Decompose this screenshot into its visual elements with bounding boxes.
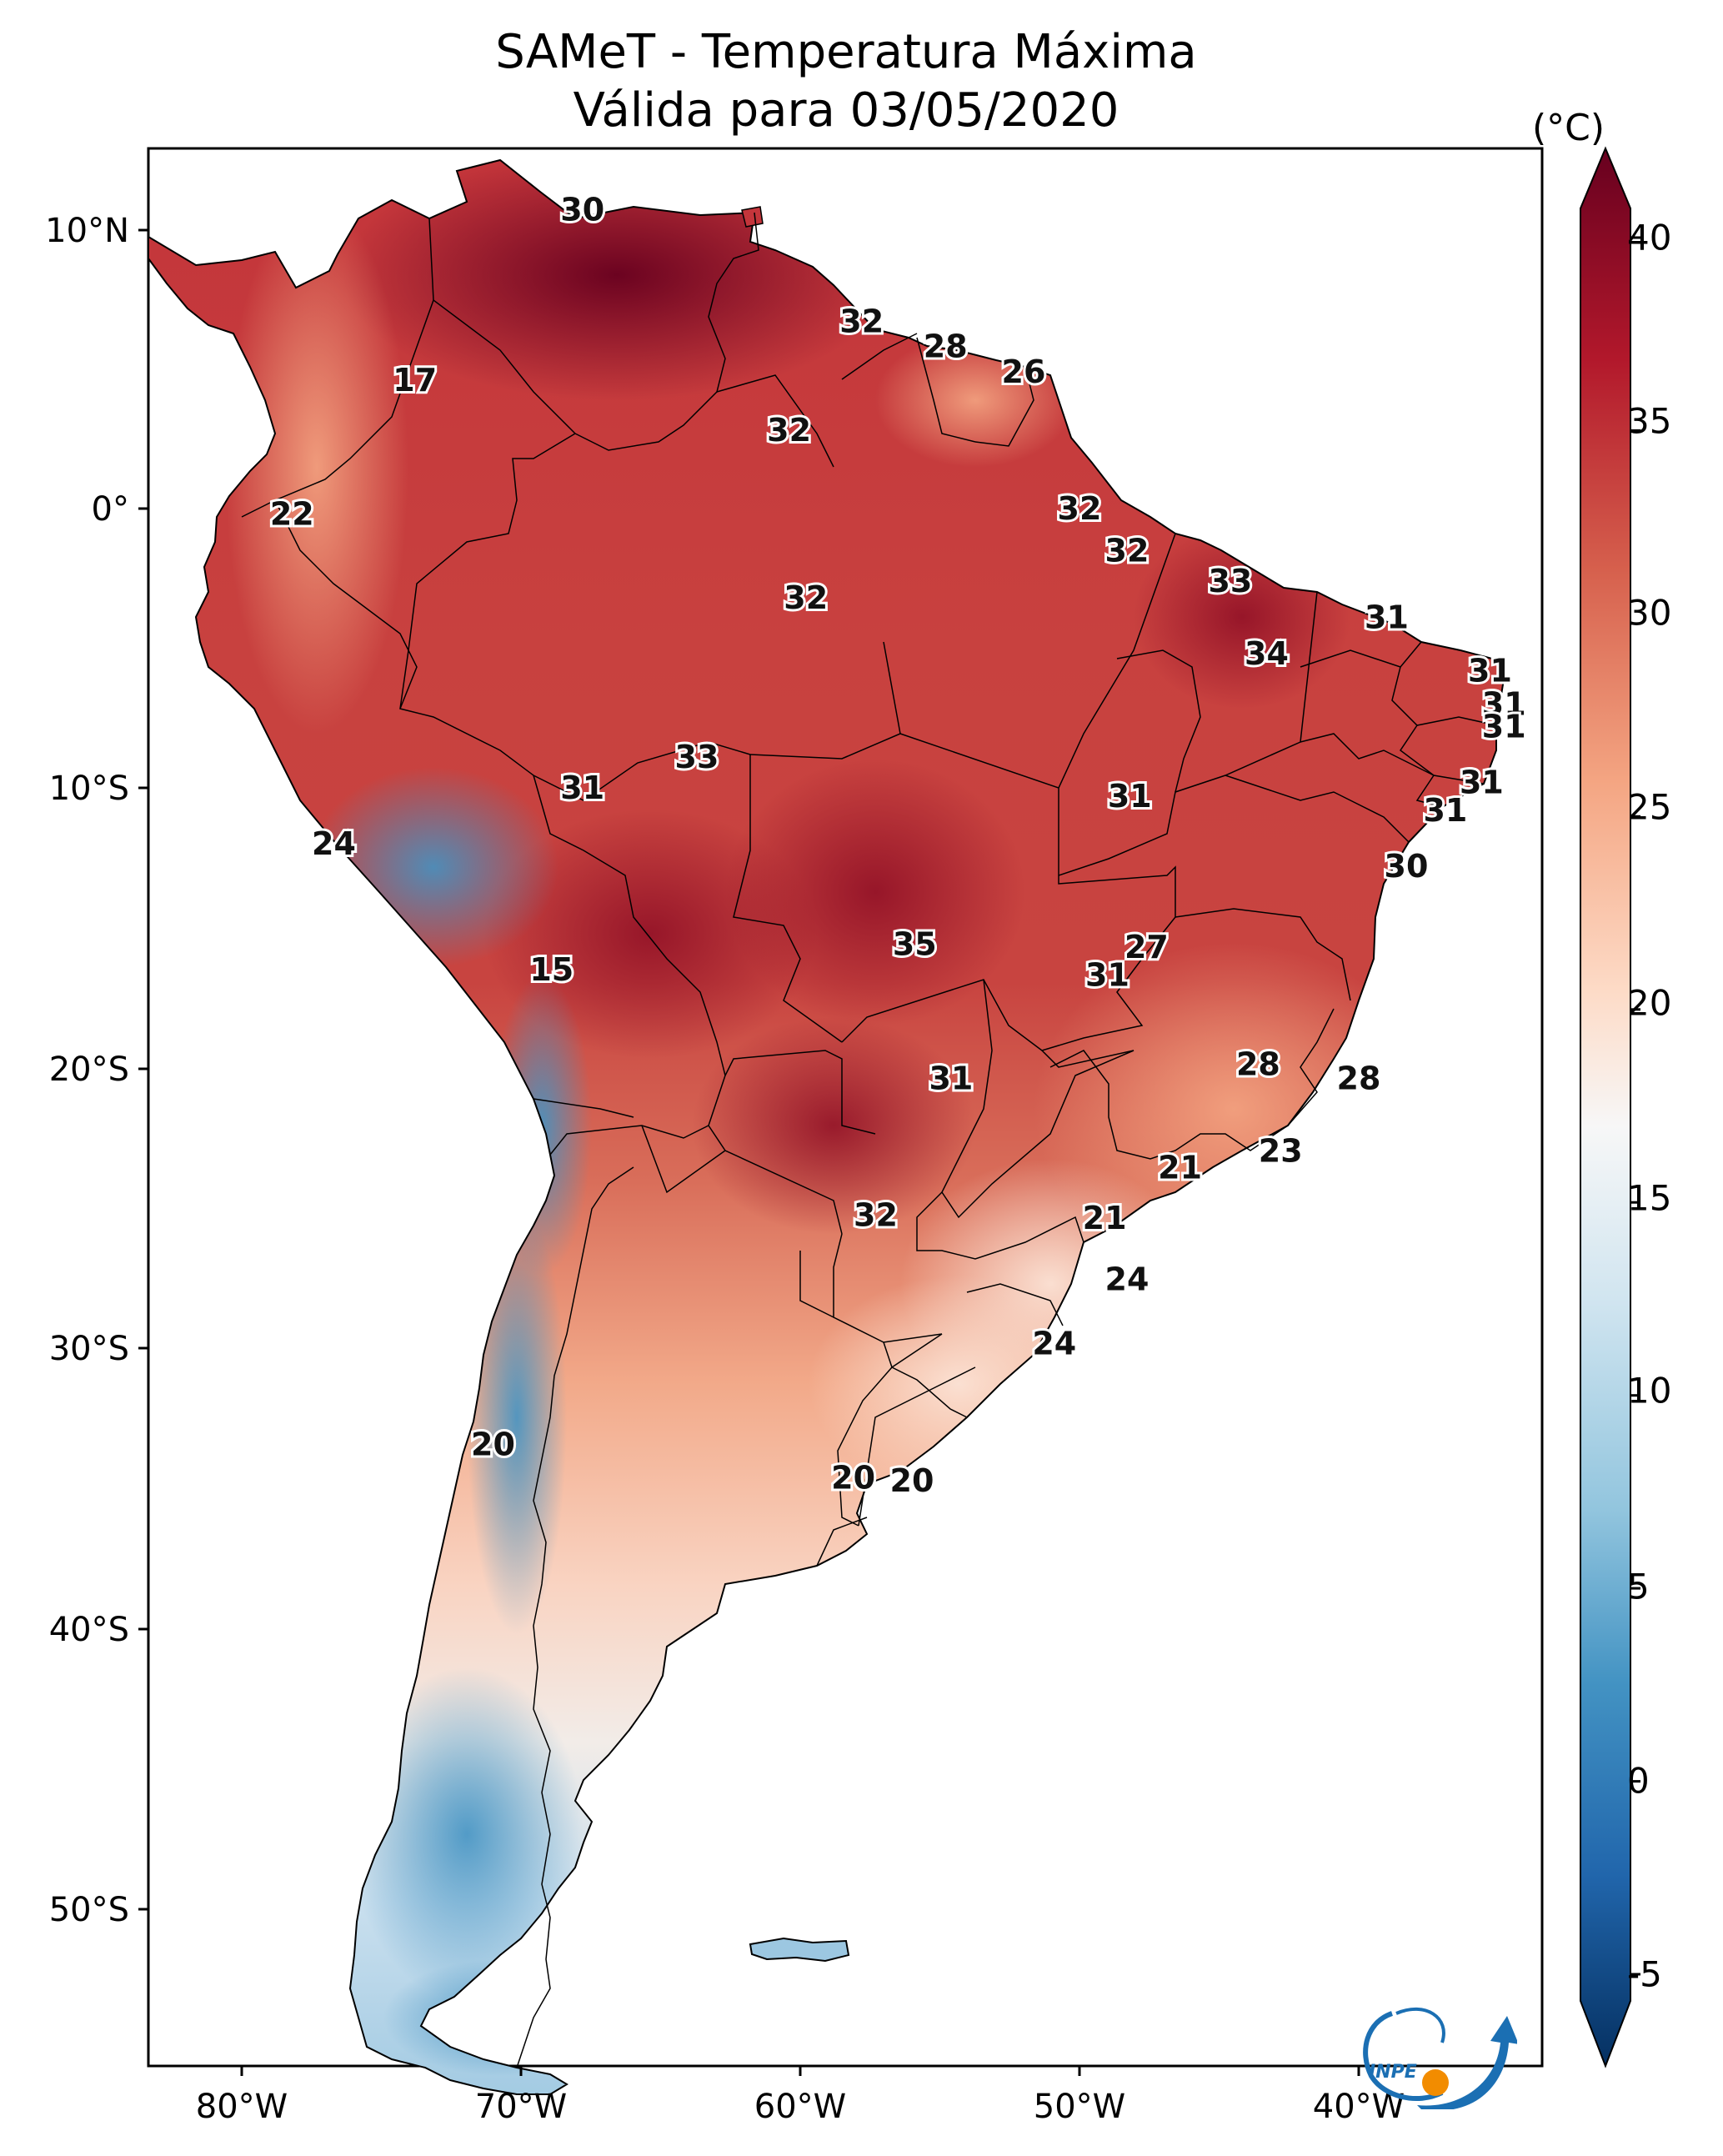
temperature-label: 27 bbox=[1124, 929, 1169, 965]
lon-label-50w: 50°W bbox=[1034, 2088, 1125, 2126]
lat-label-20s: 20°S bbox=[49, 1050, 129, 1089]
latitude-labels: 10°N 0° 10°S 20°S 30°S 40°S 50°S bbox=[45, 212, 129, 1929]
colorbar-unit: (°C) bbox=[1532, 107, 1605, 149]
temperature-label: 20 bbox=[890, 1462, 934, 1499]
cbar-tick-label-15: 15 bbox=[1627, 1177, 1672, 1219]
temperature-label: 32 bbox=[1105, 532, 1150, 569]
temperature-label: 31 bbox=[1460, 764, 1504, 800]
lon-label-60w: 60°W bbox=[754, 2088, 846, 2126]
temperature-label: 33 bbox=[675, 739, 719, 775]
lat-label-30s: 30°S bbox=[49, 1330, 129, 1368]
temperature-label: 21 bbox=[1083, 1200, 1127, 1236]
temperature-label: 28 bbox=[924, 328, 968, 365]
temperature-label: 30 bbox=[1385, 848, 1429, 885]
inpe-logo-text: INPE bbox=[1369, 2062, 1417, 2083]
cbar-tick-label-neg5: -5 bbox=[1627, 1953, 1662, 1995]
falkland-islands bbox=[749, 1937, 850, 1963]
temperature-label: 31 bbox=[1085, 956, 1129, 993]
temperature-label: 31 bbox=[1468, 652, 1512, 689]
temperature-label: 32 bbox=[854, 1197, 898, 1234]
longitude-labels: 80°W 70°W 60°W 50°W 40°W bbox=[196, 2088, 1405, 2126]
political-borders bbox=[241, 212, 1497, 2068]
temperature-label: 15 bbox=[529, 951, 573, 988]
temperature-label: 26 bbox=[1002, 353, 1046, 390]
temperature-label: 28 bbox=[1236, 1046, 1280, 1083]
lon-label-80w: 80°W bbox=[196, 2088, 288, 2126]
temperature-label: 34 bbox=[1245, 635, 1289, 672]
temperature-label: 32 bbox=[839, 303, 884, 340]
lon-label-70w: 70°W bbox=[475, 2088, 567, 2126]
cbar-tick-label-0: 0 bbox=[1627, 1760, 1650, 1802]
lat-label-50s: 50°S bbox=[49, 1891, 129, 1929]
cbar-tick-label-30: 30 bbox=[1627, 592, 1672, 634]
temperature-label: 24 bbox=[312, 825, 356, 862]
title-line-2: Válida para 03/05/2020 bbox=[573, 83, 1119, 138]
temperature-label: 33 bbox=[1208, 563, 1252, 599]
temperature-label: 31 bbox=[1108, 778, 1152, 815]
map-title: SAMeT - Temperatura Máxima Válida para 0… bbox=[150, 23, 1542, 140]
continent-coastline bbox=[148, 158, 1506, 2095]
temperature-label: 23 bbox=[1259, 1133, 1303, 1170]
temperature-label: 32 bbox=[767, 412, 811, 449]
temperature-label: 21 bbox=[1158, 1150, 1202, 1186]
temperature-label: 35 bbox=[893, 926, 937, 963]
temperature-label: 28 bbox=[1337, 1060, 1381, 1096]
temperature-label: 22 bbox=[270, 496, 314, 533]
temperature-label: 24 bbox=[1032, 1326, 1076, 1362]
colorbar bbox=[1580, 146, 1640, 2068]
temperature-label: 32 bbox=[1058, 490, 1102, 527]
lat-label-0: 0° bbox=[92, 490, 129, 529]
cbar-tick-label-35: 35 bbox=[1627, 400, 1672, 442]
temperature-label: 31 bbox=[1365, 599, 1409, 636]
colorbar-bar bbox=[1580, 146, 1631, 2068]
cbar-tick-label-20: 20 bbox=[1627, 982, 1672, 1024]
title-line-1: SAMeT - Temperatura Máxima bbox=[495, 25, 1197, 79]
temperature-label: 17 bbox=[393, 362, 437, 399]
cbar-tick-label-10: 10 bbox=[1627, 1370, 1672, 1411]
lat-label-40s: 40°S bbox=[49, 1611, 129, 1649]
inpe-logo: INPE bbox=[1363, 2008, 1517, 2109]
temperature-label: 31 bbox=[929, 1060, 973, 1096]
axis-ticks bbox=[138, 228, 1360, 2076]
cbar-tick-label-5: 5 bbox=[1627, 1566, 1650, 1607]
temperature-label: 30 bbox=[560, 192, 604, 228]
cbar-tick-label-25: 25 bbox=[1627, 786, 1672, 828]
temperature-label: 31 bbox=[560, 770, 604, 806]
lat-label-10s: 10°S bbox=[49, 770, 129, 808]
temperature-label: 31 bbox=[1482, 686, 1526, 723]
temperature-label: 20 bbox=[471, 1426, 515, 1462]
trinidad-island bbox=[741, 206, 764, 228]
temperature-label: 24 bbox=[1105, 1261, 1150, 1298]
temperature-label: 31 bbox=[1482, 708, 1526, 745]
temperature-label: 20 bbox=[831, 1460, 875, 1497]
cbar-tick-label-40: 40 bbox=[1627, 217, 1672, 258]
lat-label-10n: 10°N bbox=[45, 212, 129, 250]
temperature-label: 32 bbox=[784, 579, 828, 616]
temperature-label: 31 bbox=[1423, 792, 1467, 829]
colorbar-ticks bbox=[1630, 236, 1640, 1976]
